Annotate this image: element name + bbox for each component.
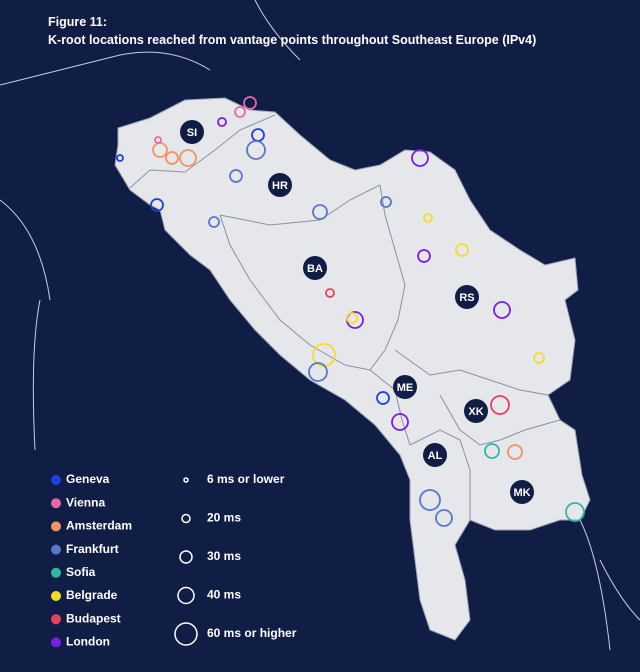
country-label: HR xyxy=(272,180,288,192)
legend: Geneva Vienna Amsterdam Frankfurt Sofia Belgr… xyxy=(51,472,297,649)
country-labels: SI HR BA RS ME XK AL MK xyxy=(180,120,534,504)
country-label: MK xyxy=(513,487,530,499)
legend-label: Sofia xyxy=(66,565,96,579)
country-badge xyxy=(268,173,292,197)
size-label: 30 ms xyxy=(207,549,241,563)
size-label: 6 ms or lower xyxy=(207,472,285,486)
legend-label: Belgrade xyxy=(66,588,118,602)
legend-label: London xyxy=(66,635,110,649)
legend-swatch xyxy=(51,521,61,532)
legend-swatch xyxy=(51,591,61,601)
country-badge xyxy=(455,285,479,309)
legend-label: Frankfurt xyxy=(66,542,119,556)
country-badge xyxy=(180,120,204,144)
country-label: BA xyxy=(307,263,323,275)
legend-swatch xyxy=(51,544,61,555)
land xyxy=(114,97,591,641)
country-badge xyxy=(423,443,447,467)
size-label: 20 ms xyxy=(207,511,241,525)
size-swatch xyxy=(177,586,195,605)
legend-label: Vienna xyxy=(66,495,105,509)
legend-label: Geneva xyxy=(66,472,110,486)
country-badge xyxy=(303,256,327,280)
country-label: ME xyxy=(397,382,414,394)
size-label: 60 ms or higher xyxy=(207,626,297,640)
legend-label: Amsterdam xyxy=(66,519,132,533)
legend-swatch xyxy=(51,614,61,625)
legend-swatch xyxy=(51,567,61,578)
country-label: AL xyxy=(428,450,443,462)
size-swatch xyxy=(174,622,198,646)
country-badge xyxy=(393,375,417,399)
legend-swatch xyxy=(51,637,61,648)
country-label: RS xyxy=(459,292,474,304)
legend-swatch xyxy=(51,475,61,485)
size-swatch xyxy=(179,550,193,564)
figure-label: Figure 11: xyxy=(48,15,107,29)
size-swatch xyxy=(181,513,191,524)
size-swatch xyxy=(183,477,189,483)
country-label: SI xyxy=(187,127,197,139)
borders xyxy=(129,114,561,520)
country-badge xyxy=(510,480,534,504)
country-badge xyxy=(464,399,488,423)
figure-title: K-root locations reached from vantage po… xyxy=(48,33,536,47)
markers xyxy=(116,96,585,527)
size-label: 40 ms xyxy=(207,588,241,602)
legend-swatch xyxy=(51,498,61,509)
legend-label: Budapest xyxy=(66,611,121,625)
coastlines xyxy=(0,0,640,651)
country-label: XK xyxy=(468,406,483,418)
